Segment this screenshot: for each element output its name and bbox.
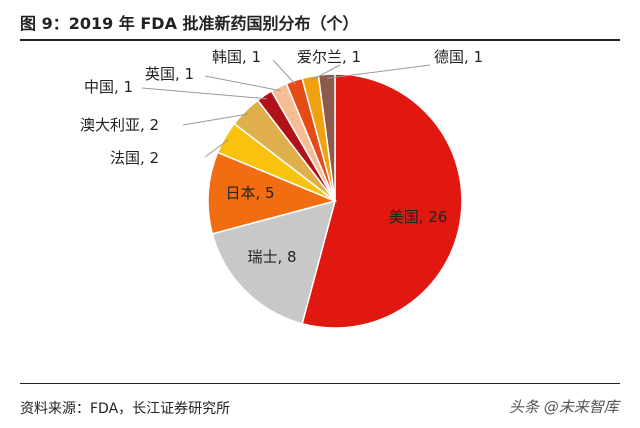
pie-slices xyxy=(207,73,463,329)
slice-label-5: 澳大利亚, 2 xyxy=(80,116,159,134)
leader-lines xyxy=(141,59,431,158)
chart-title: 图 9：2019 年 FDA 批准新药国别分布（个） xyxy=(20,14,359,33)
pie-slice-10 xyxy=(317,73,336,202)
slice-label-10: 德国, 1 xyxy=(434,48,483,66)
pie-slice-1 xyxy=(301,73,463,329)
slice-label-6: 中国, 1 xyxy=(84,78,133,96)
slice-label-1: 美国, 26 xyxy=(389,208,448,226)
title-rule xyxy=(20,39,620,41)
leader-line-4 xyxy=(204,139,229,158)
leader-line-7 xyxy=(204,75,281,92)
leader-line-9 xyxy=(310,64,341,81)
source-note: 资料来源：FDA，长江证券研究所 xyxy=(20,401,231,417)
leader-line-5 xyxy=(182,113,249,126)
footer-rule xyxy=(20,383,620,384)
slice-label-8: 韩国, 1 xyxy=(212,48,261,66)
slice-label-2: 瑞士, 8 xyxy=(247,248,296,266)
leader-line-8 xyxy=(272,59,296,85)
pie-slice-2 xyxy=(211,199,337,325)
slice-label-4: 法国, 2 xyxy=(110,149,159,167)
leader-line-6 xyxy=(141,87,267,100)
slice-label-3: 日本, 5 xyxy=(225,184,274,202)
slice-label-9: 爱尔兰, 1 xyxy=(297,48,361,66)
watermark: 头条 @未来智库 xyxy=(509,398,619,416)
pie-slice-3 xyxy=(207,151,338,235)
leader-line-10 xyxy=(326,64,431,79)
slice-label-7: 英国, 1 xyxy=(145,65,194,83)
slice-labels: 美国, 26 瑞士, 8 日本, 5 法国, 2 澳大利亚, 2 中国, 1 英国, 1 韩国… xyxy=(80,48,483,266)
